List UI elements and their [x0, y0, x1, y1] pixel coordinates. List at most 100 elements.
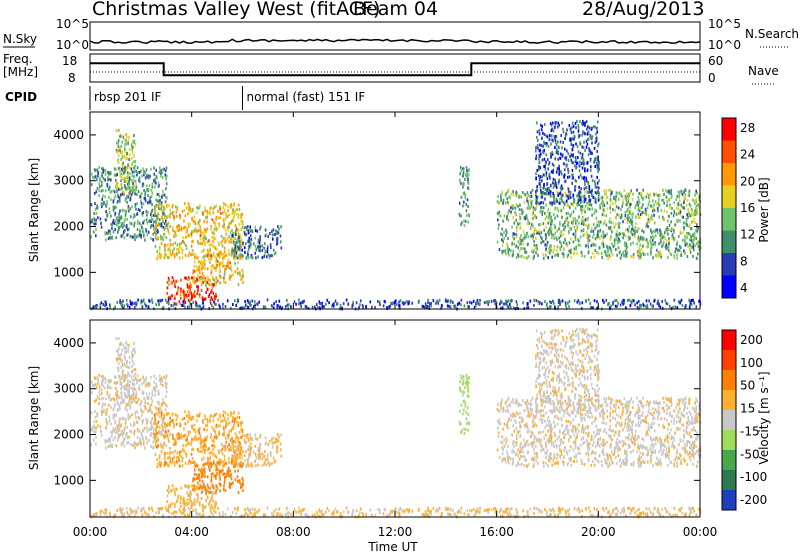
power-cell [466, 198, 469, 202]
power-cell [221, 239, 224, 243]
power-cell [561, 172, 563, 176]
velocity-cell [127, 349, 129, 353]
power-cell [138, 180, 141, 184]
power-cell [533, 239, 535, 243]
power-cell [266, 250, 269, 254]
power-cell [464, 193, 467, 197]
power-cell [553, 237, 555, 240]
power-cell [239, 277, 242, 281]
velocity-cell [136, 374, 139, 378]
power-cell [382, 304, 385, 308]
power-cell [679, 212, 681, 216]
power-cell [95, 218, 97, 222]
power-cell [621, 300, 623, 304]
power-cell [595, 200, 598, 204]
velocity-cell [180, 455, 183, 459]
power-cell [534, 193, 537, 197]
power-cell [609, 203, 612, 207]
velocity-cell [140, 431, 142, 435]
velocity-cell [237, 436, 239, 440]
power-cell [248, 244, 250, 248]
velocity-cell [145, 437, 148, 441]
power-cell [588, 234, 590, 238]
velocity-cell [154, 417, 156, 421]
velocity-cell [149, 382, 151, 386]
power-cell [156, 176, 158, 180]
power-cell [580, 222, 583, 226]
power-cell [118, 146, 121, 150]
power-cell [574, 164, 576, 168]
power-cell [174, 296, 176, 300]
velocity-cell [174, 439, 176, 443]
power-cell [307, 306, 310, 310]
power-cell [670, 196, 673, 199]
power-cell [629, 210, 631, 214]
power-cell [115, 187, 118, 191]
power-cell [585, 244, 587, 248]
power-cell [234, 209, 236, 213]
power-cell [217, 241, 220, 245]
power-cell [160, 242, 163, 245]
power-cell [467, 204, 469, 208]
power-cell [689, 232, 691, 236]
power-cell [688, 298, 691, 302]
power-cell [280, 246, 283, 250]
velocity-cell [150, 423, 153, 427]
power-cell [515, 235, 517, 239]
power-cell [163, 209, 165, 212]
power-cell [683, 191, 685, 195]
power-cell [187, 222, 190, 226]
power-cell [199, 225, 202, 229]
power-cell [631, 198, 634, 202]
velocity-cell [112, 438, 115, 442]
power-cell [601, 199, 604, 203]
power-cell [271, 233, 274, 237]
power-cell [97, 174, 99, 178]
power-cell [239, 235, 242, 239]
power-cell [645, 209, 647, 213]
power-cell [562, 206, 565, 210]
power-cell [689, 214, 692, 218]
power-cell [241, 254, 244, 257]
power-cell [503, 236, 505, 240]
power-cell [667, 219, 669, 223]
power-cell [490, 299, 493, 303]
velocity-cell [166, 463, 169, 467]
power-cell [122, 225, 124, 229]
power-cell [649, 204, 652, 208]
velocity-cell [207, 459, 209, 463]
power-cell [588, 207, 591, 211]
power-cell [254, 306, 256, 310]
power-cell [131, 161, 134, 165]
velocity-cell [114, 402, 117, 406]
power-cell [180, 278, 182, 282]
power-cell [550, 305, 552, 309]
power-cell [564, 180, 566, 184]
power-cell [117, 187, 120, 191]
power-cell [195, 302, 198, 306]
power-cell [520, 208, 523, 212]
power-cell [261, 244, 263, 248]
velocity-cell [190, 443, 193, 446]
velocity-cell [196, 438, 198, 442]
power-cell [131, 179, 133, 183]
power-cell [584, 200, 586, 204]
power-cell [150, 212, 152, 216]
freq-right-tick-top: 60 [708, 54, 723, 68]
velocity-cell [121, 348, 124, 352]
power-cell [145, 168, 148, 172]
velocity-cell [139, 439, 142, 443]
velocity-cell [141, 433, 143, 437]
velocity-cell [155, 406, 157, 410]
power-cell [552, 191, 554, 195]
velocity-cell [110, 386, 112, 390]
power-cell [501, 251, 504, 255]
velocity-cell [140, 443, 142, 447]
power-cell [533, 230, 535, 234]
power-cell [122, 161, 124, 165]
velocity-cell [120, 341, 122, 345]
velocity-cell [125, 375, 128, 379]
power-cell [506, 200, 509, 204]
power-cell [584, 121, 586, 125]
power-cell [694, 212, 697, 216]
